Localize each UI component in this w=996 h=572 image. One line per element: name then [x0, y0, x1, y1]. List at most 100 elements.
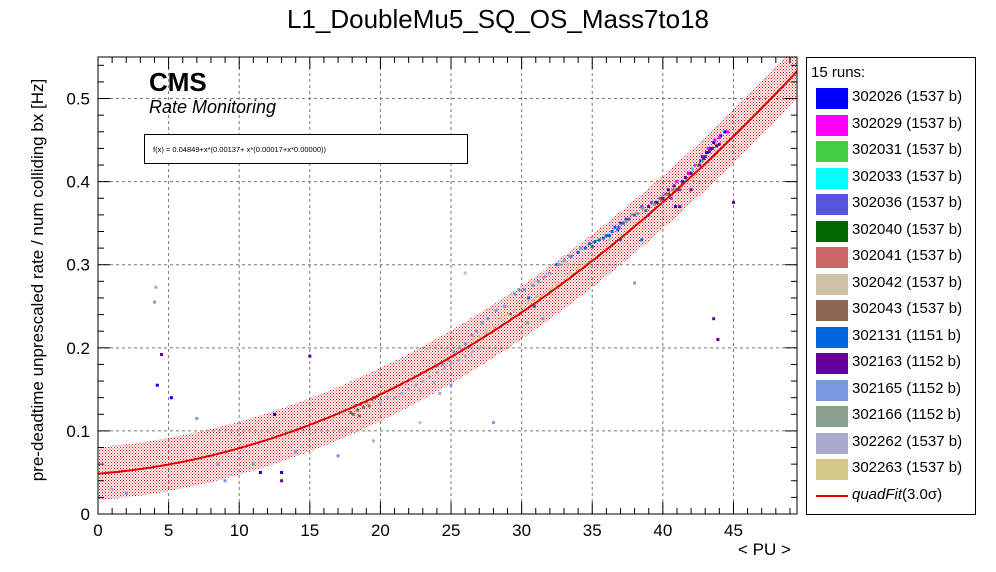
data-point: [583, 246, 587, 250]
legend-fit-line: [816, 494, 848, 497]
data-point: [661, 196, 665, 200]
plot-frame: [97, 56, 798, 515]
data-point: [541, 317, 545, 321]
legend-swatch: [816, 247, 848, 268]
legend-item: 302036 (1537 b): [811, 191, 975, 218]
data-point: [458, 346, 461, 350]
data-point: [432, 381, 436, 385]
data-point: [602, 236, 605, 240]
data-point: [568, 254, 572, 258]
data-point: [153, 300, 156, 304]
data-point: [716, 338, 720, 341]
legend-label: 302026 (1537 b): [852, 88, 963, 105]
data-point: [513, 308, 517, 312]
data-point: [658, 196, 662, 200]
data-point: [503, 304, 507, 308]
data-point: [280, 471, 284, 474]
data-point: [633, 281, 637, 285]
legend-item: 302165 (1152 b): [811, 377, 975, 404]
legend-header: 15 runs:: [811, 64, 866, 81]
data-point: [624, 217, 628, 221]
legend-swatch: [816, 459, 848, 480]
legend-swatch: [816, 167, 848, 189]
legend-item: 302263 (1537 b): [811, 456, 975, 483]
data-point: [542, 275, 546, 279]
legend-swatch: [816, 432, 848, 454]
data-point: [472, 338, 476, 341]
data-point: [548, 288, 552, 292]
data-point: [583, 263, 587, 267]
data-point: [717, 136, 721, 140]
data-point: [513, 292, 517, 296]
data-point: [621, 221, 625, 225]
data-point: [362, 406, 365, 410]
y-tick-label: 0.4: [66, 173, 90, 192]
data-point: [537, 294, 541, 298]
data-point: [551, 286, 555, 290]
data-point: [569, 271, 573, 275]
legend-item: 302033 (1537 b): [811, 165, 975, 192]
y-axis-title: pre-deadtime unprescaled rate / num coll…: [28, 78, 47, 482]
data-point: [273, 412, 276, 416]
data-point: [555, 284, 559, 287]
data-point: [635, 211, 639, 215]
legend-swatch: [816, 379, 848, 401]
data-point: [652, 203, 656, 207]
data-point: [294, 450, 298, 454]
legend-label: 302036 (1537 b): [852, 194, 963, 211]
data-point: [527, 296, 531, 300]
data-point: [654, 200, 658, 204]
data-point: [258, 471, 262, 474]
data-point: [717, 142, 721, 146]
x-tick-label: 5: [164, 521, 173, 540]
data-point: [726, 130, 730, 134]
legend-item: 302262 (1537 b): [811, 430, 975, 457]
data-point: [508, 314, 512, 318]
legend-label: 302262 (1537 b): [852, 432, 963, 450]
data-point: [251, 462, 255, 466]
data-point: [683, 176, 687, 179]
data-point: [562, 259, 566, 263]
data-point: [523, 288, 526, 292]
x-tick-label: 40: [653, 521, 672, 540]
data-point: [463, 271, 467, 275]
x-tick-label: 10: [230, 521, 249, 540]
data-point: [576, 250, 580, 254]
data-point: [644, 209, 648, 213]
legend-item: 302040 (1537 b): [811, 218, 975, 245]
data-point: [470, 350, 474, 354]
data-point: [352, 412, 356, 416]
data-point: [659, 198, 663, 202]
legend-item: 302131 (1151 b): [811, 324, 975, 351]
data-point: [732, 200, 735, 204]
legend-swatch: [816, 194, 848, 215]
data-point: [675, 180, 679, 184]
legend-label: 302131 (1151 b): [852, 326, 961, 344]
data-point: [484, 329, 488, 333]
data-point: [537, 279, 541, 283]
legend-label: 302043 (1537 b): [852, 300, 963, 317]
data-point: [463, 342, 467, 346]
x-tick-label: 25: [442, 521, 461, 540]
data-point: [154, 285, 158, 289]
data-point: [371, 439, 375, 443]
data-point: [633, 213, 637, 217]
data-point: [597, 238, 601, 242]
data-point: [446, 358, 450, 362]
data-point: [715, 144, 718, 148]
data-point: [672, 184, 676, 188]
data-point: [477, 346, 481, 350]
x-tick-label: 35: [583, 521, 602, 540]
data-point: [525, 321, 529, 325]
x-tick-label: 45: [724, 521, 743, 540]
data-point: [695, 163, 699, 167]
legend-label: 302165 (1152 b): [852, 379, 961, 397]
data-point: [520, 304, 524, 308]
data-point: [613, 225, 617, 229]
legend-item: 302031 (1537 b): [811, 138, 975, 165]
data-point: [587, 242, 591, 246]
x-axis-title: < PU >: [738, 540, 791, 559]
data-point: [216, 462, 220, 466]
data-point: [280, 479, 284, 483]
